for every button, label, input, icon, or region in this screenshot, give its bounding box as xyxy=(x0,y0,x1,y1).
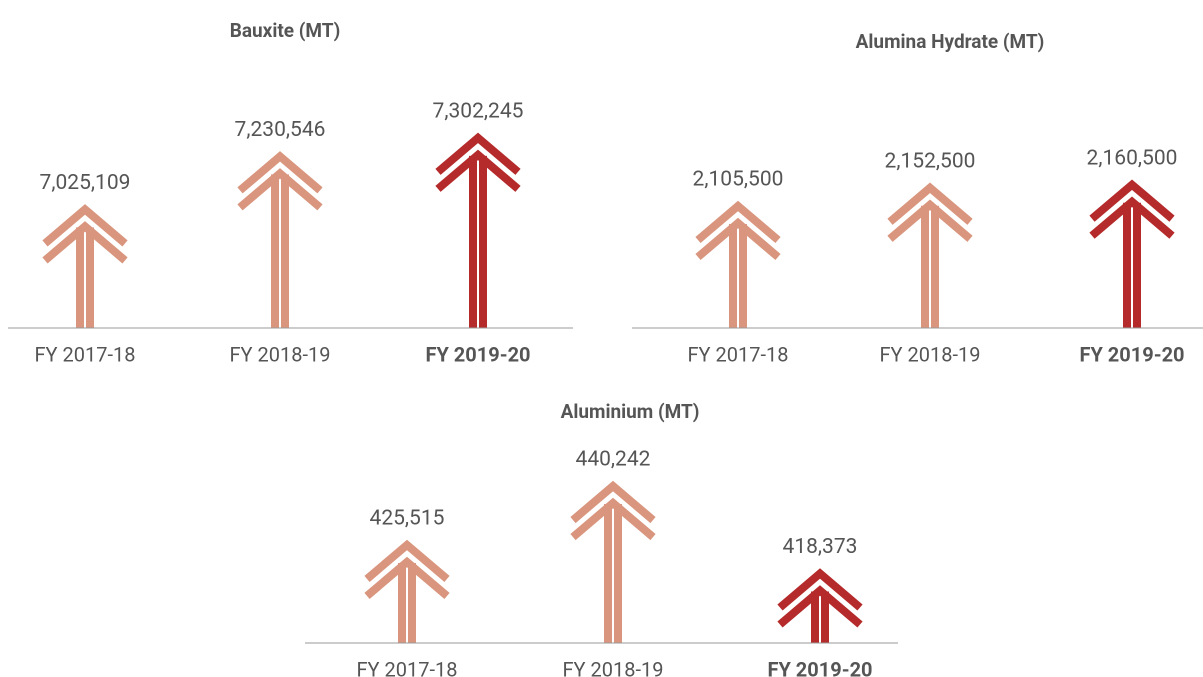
arrow-bar xyxy=(237,151,323,328)
x-tick-label: FY 2018-19 xyxy=(563,657,664,677)
arrow-bar xyxy=(1089,179,1175,328)
value-label: 425,515 xyxy=(370,506,445,530)
arrow-bar xyxy=(364,539,450,643)
chart-title: Alumina Hydrate (MT) xyxy=(856,30,1045,53)
value-label: 2,152,500 xyxy=(885,149,976,173)
chart: Bauxite (MT) 7,025,109 FY 2017-18 7,230,546… xyxy=(8,19,573,366)
value-label: 7,025,109 xyxy=(40,171,131,195)
x-tick-label: FY 2017-18 xyxy=(357,657,458,677)
chart: Aluminium (MT) 425,515 FY 2017-18 440,242 FY… xyxy=(305,400,898,677)
chart-title: Bauxite (MT) xyxy=(230,19,341,42)
value-label: 440,242 xyxy=(576,448,651,472)
arrow-bar xyxy=(777,568,863,643)
arrow-bar xyxy=(695,200,781,328)
arrow-bar xyxy=(570,480,656,643)
x-tick-label: FY 2018-19 xyxy=(880,342,981,366)
value-label: 418,373 xyxy=(783,535,858,559)
arrow-bar xyxy=(42,204,128,328)
x-tick-label: FY 2018-19 xyxy=(230,342,331,366)
x-tick-label: FY 2017-18 xyxy=(35,342,136,366)
arrow-bar xyxy=(435,132,521,328)
chart: Alumina Hydrate (MT) 2,105,500 FY 2017-18 2… xyxy=(632,30,1203,366)
arrow-bar xyxy=(887,182,973,328)
value-label: 2,105,500 xyxy=(693,168,784,192)
value-label: 2,160,500 xyxy=(1087,146,1178,170)
value-label: 7,302,245 xyxy=(433,99,524,123)
value-label: 7,230,546 xyxy=(235,118,326,142)
x-tick-label: FY 2019-20 xyxy=(767,657,872,677)
x-tick-label: FY 2017-18 xyxy=(688,342,789,366)
chart-title: Aluminium (MT) xyxy=(561,400,700,423)
x-tick-label: FY 2019-20 xyxy=(425,342,530,366)
x-tick-label: FY 2019-20 xyxy=(1079,342,1184,366)
